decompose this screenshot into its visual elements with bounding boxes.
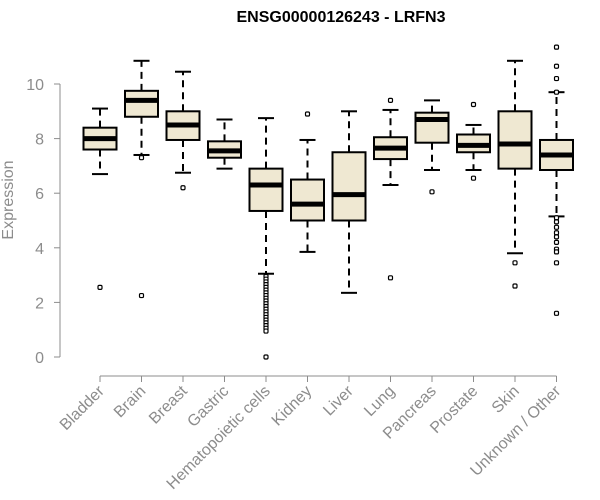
- outlier-point: [553, 224, 560, 230]
- outlier-point: [263, 354, 269, 360]
- box-iqr: [290, 178, 325, 222]
- outlier-point: [553, 219, 560, 225]
- x-tick-label: Brain: [111, 383, 149, 421]
- outlier-point: [470, 175, 477, 181]
- outlier-point: [429, 189, 435, 195]
- box-brain: [124, 59, 159, 299]
- outlier-point: [553, 75, 560, 82]
- y-axis-label: Expression: [0, 160, 17, 239]
- box-iqr: [331, 151, 367, 222]
- outlier-point: [553, 89, 560, 95]
- outlier-point: [553, 310, 560, 316]
- x-tick-label: Lung: [361, 383, 398, 420]
- box-prostate: [456, 101, 491, 181]
- box-bladder: [82, 107, 118, 290]
- box-skin: [497, 59, 533, 289]
- y-tick-label: 8: [35, 132, 44, 149]
- x-tick-label: Liver: [320, 382, 357, 419]
- y-axis: 0 2 4 6 8 10: [26, 77, 61, 367]
- box-iqr: [497, 110, 533, 170]
- outlier-point: [512, 283, 518, 289]
- y-tick-label: 6: [35, 186, 44, 203]
- box-lung: [373, 97, 408, 281]
- boxes-layer: [82, 44, 574, 360]
- box-iqr: [124, 89, 159, 118]
- outlier-point: [553, 239, 560, 245]
- outlier-point: [553, 249, 560, 255]
- outlier-point: [553, 215, 560, 221]
- outlier-point: [553, 234, 560, 240]
- y-tick-label: 2: [35, 295, 44, 312]
- y-tick-label: 0: [35, 350, 44, 367]
- box-liver: [331, 110, 367, 294]
- box-pancreas: [414, 99, 450, 195]
- outlier-point: [180, 185, 186, 191]
- outlier-point: [512, 260, 518, 266]
- outlier-point: [470, 101, 477, 108]
- box-breast: [165, 70, 201, 191]
- box-kidney: [290, 111, 325, 253]
- outlier-point: [304, 111, 311, 117]
- outlier-point: [138, 292, 145, 299]
- outlier-point: [553, 44, 560, 50]
- chart-title: ENSG00000126243 - LRFN3: [237, 9, 446, 26]
- outlier-point: [553, 260, 560, 266]
- outlier-point: [553, 63, 560, 69]
- outlier-point: [263, 328, 269, 334]
- outlier-point: [97, 284, 103, 290]
- box-iqr: [248, 167, 284, 212]
- box-gastric: [207, 118, 242, 170]
- outlier-point: [387, 275, 394, 281]
- outlier-point: [138, 155, 145, 161]
- outlier-point: [387, 97, 394, 103]
- y-tick-label: 10: [26, 77, 44, 94]
- x-tick-label: Skin: [489, 383, 523, 417]
- x-tick-label: Kidney: [269, 383, 316, 430]
- box-hematopoietic-cells: [248, 117, 284, 360]
- box-unknown-other: [539, 44, 574, 316]
- outlier-point: [553, 230, 560, 236]
- x-tick-label: Bladder: [57, 382, 108, 433]
- x-tick-label: Breast: [146, 382, 191, 427]
- y-tick-label: 4: [35, 241, 44, 258]
